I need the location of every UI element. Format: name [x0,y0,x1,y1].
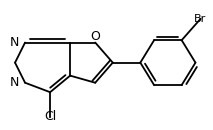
Text: Br: Br [194,14,207,24]
Text: Cl: Cl [44,110,56,124]
Text: N: N [9,36,19,49]
Text: N: N [9,76,19,89]
Text: O: O [90,30,100,43]
